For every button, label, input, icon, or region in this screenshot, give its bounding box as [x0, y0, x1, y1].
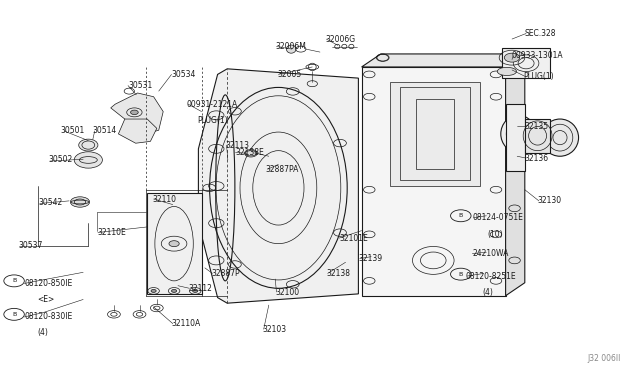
- Text: <E>: <E>: [37, 295, 54, 304]
- Text: PLUG(1): PLUG(1): [524, 72, 554, 81]
- Polygon shape: [147, 193, 202, 294]
- Ellipse shape: [70, 197, 90, 207]
- Text: (10): (10): [488, 230, 503, 239]
- Polygon shape: [362, 54, 525, 67]
- Text: 00933-1301A: 00933-1301A: [512, 51, 564, 60]
- Polygon shape: [198, 69, 358, 303]
- Text: 32136: 32136: [525, 154, 549, 163]
- Text: 08120-850IE: 08120-850IE: [24, 279, 72, 288]
- Circle shape: [151, 289, 156, 292]
- Text: 24210WA: 24210WA: [472, 249, 509, 258]
- Polygon shape: [362, 67, 506, 296]
- Ellipse shape: [541, 119, 579, 156]
- Text: 32135: 32135: [525, 122, 549, 131]
- Text: 30514: 30514: [93, 126, 117, 135]
- Text: J32 006II: J32 006II: [588, 354, 621, 363]
- Text: B: B: [12, 278, 16, 283]
- Text: B: B: [459, 272, 463, 277]
- Text: 32138E: 32138E: [236, 148, 264, 157]
- Text: (4): (4): [37, 328, 48, 337]
- Ellipse shape: [501, 115, 536, 153]
- Text: 32139: 32139: [358, 254, 383, 263]
- Polygon shape: [506, 54, 525, 296]
- Text: 30531: 30531: [128, 81, 152, 90]
- Text: 32110: 32110: [152, 195, 177, 203]
- Polygon shape: [118, 119, 157, 143]
- Text: 32005: 32005: [277, 70, 301, 79]
- Polygon shape: [502, 48, 550, 78]
- Text: 32103: 32103: [262, 325, 287, 334]
- Ellipse shape: [79, 139, 98, 151]
- Text: 08124-0751E: 08124-0751E: [472, 213, 523, 222]
- Text: 08120-8251E: 08120-8251E: [466, 272, 516, 280]
- Polygon shape: [506, 104, 525, 171]
- Ellipse shape: [287, 45, 296, 53]
- Text: 32101E: 32101E: [339, 234, 368, 243]
- Text: 30501: 30501: [61, 126, 85, 135]
- Text: 30502: 30502: [48, 155, 72, 164]
- Text: 32138: 32138: [326, 269, 351, 278]
- Text: 32006G: 32006G: [325, 35, 355, 44]
- Text: 32110E: 32110E: [97, 228, 126, 237]
- Text: 30542: 30542: [38, 198, 63, 207]
- Text: SEC.328: SEC.328: [525, 29, 556, 38]
- Polygon shape: [390, 82, 480, 186]
- Text: 32112: 32112: [189, 284, 212, 293]
- Text: 32006M: 32006M: [275, 42, 306, 51]
- Text: (4): (4): [482, 288, 493, 297]
- Polygon shape: [525, 119, 550, 153]
- Polygon shape: [111, 93, 163, 134]
- Text: B: B: [12, 312, 16, 317]
- Text: PLUG(1): PLUG(1): [197, 116, 228, 125]
- Text: 32887P: 32887P: [211, 269, 240, 278]
- Text: 32130: 32130: [538, 196, 562, 205]
- Circle shape: [74, 152, 102, 168]
- Ellipse shape: [497, 67, 516, 76]
- Circle shape: [193, 289, 198, 292]
- Text: 32887PA: 32887PA: [266, 165, 299, 174]
- Circle shape: [169, 241, 179, 247]
- Circle shape: [504, 53, 520, 62]
- Text: 32113: 32113: [225, 141, 249, 150]
- Circle shape: [172, 289, 177, 292]
- Text: 30537: 30537: [18, 241, 42, 250]
- Text: 32110A: 32110A: [172, 319, 201, 328]
- Text: 32100: 32100: [275, 288, 300, 296]
- Circle shape: [131, 110, 138, 115]
- Text: 00931-2121A: 00931-2121A: [187, 100, 238, 109]
- Text: B: B: [459, 213, 463, 218]
- Ellipse shape: [245, 151, 257, 156]
- Text: 08120-830IE: 08120-830IE: [24, 312, 72, 321]
- Text: 30534: 30534: [172, 70, 196, 79]
